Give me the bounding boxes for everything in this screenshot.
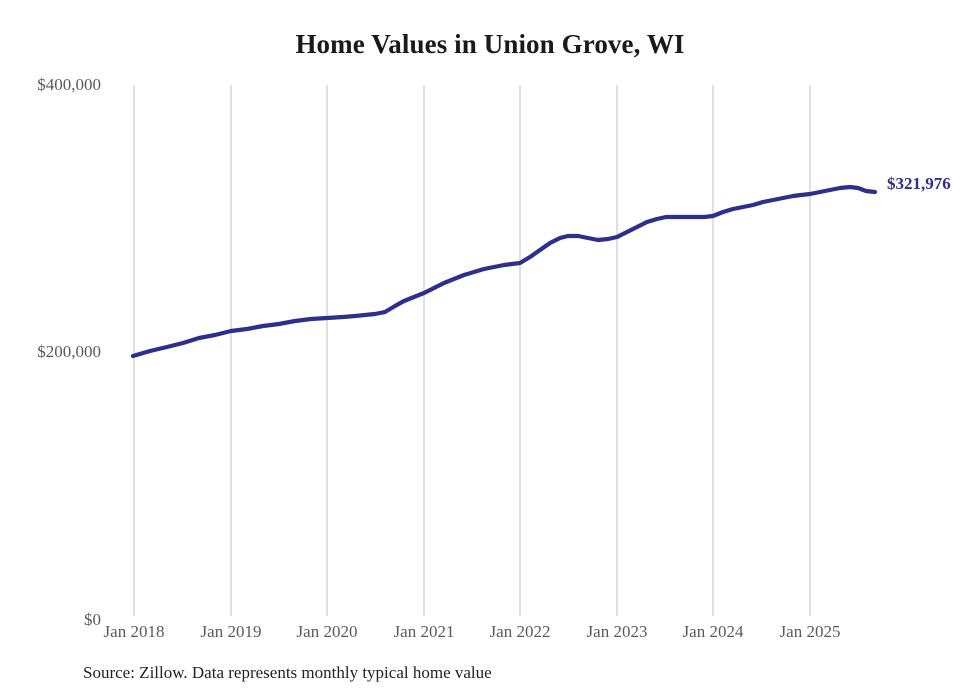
y-axis-tick-label-400000: $400,000 — [37, 75, 101, 94]
x-axis-tick-label-jan-2020: Jan 2020 — [296, 622, 358, 641]
gridlines — [133, 85, 811, 616]
y-axis-tick-label-0: $0 — [84, 610, 101, 629]
y-axis-tick-label-200000: $200,000 — [37, 342, 101, 361]
x-axis-tick-label-jan-2023: Jan 2023 — [586, 622, 648, 641]
x-axis-tick-label-jan-2024: Jan 2024 — [682, 622, 744, 641]
home-value-line — [130, 184, 878, 359]
x-axis-tick-label-jan-2022: Jan 2022 — [489, 622, 551, 641]
x-axis-tick-label-jan-2021: Jan 2021 — [393, 622, 455, 641]
x-axis-tick-label-jan-2019: Jan 2019 — [200, 622, 262, 641]
end-value-annotation: $321,976 — [887, 174, 951, 193]
x-axis-tick-label-jan-2025: Jan 2025 — [779, 622, 841, 641]
x-axis-tick-label-jan-2018: Jan 2018 — [103, 622, 165, 641]
chart-title: Home Values in Union Grove, WI — [295, 29, 685, 59]
source-note: Source: Zillow. Data represents monthly … — [83, 663, 492, 682]
